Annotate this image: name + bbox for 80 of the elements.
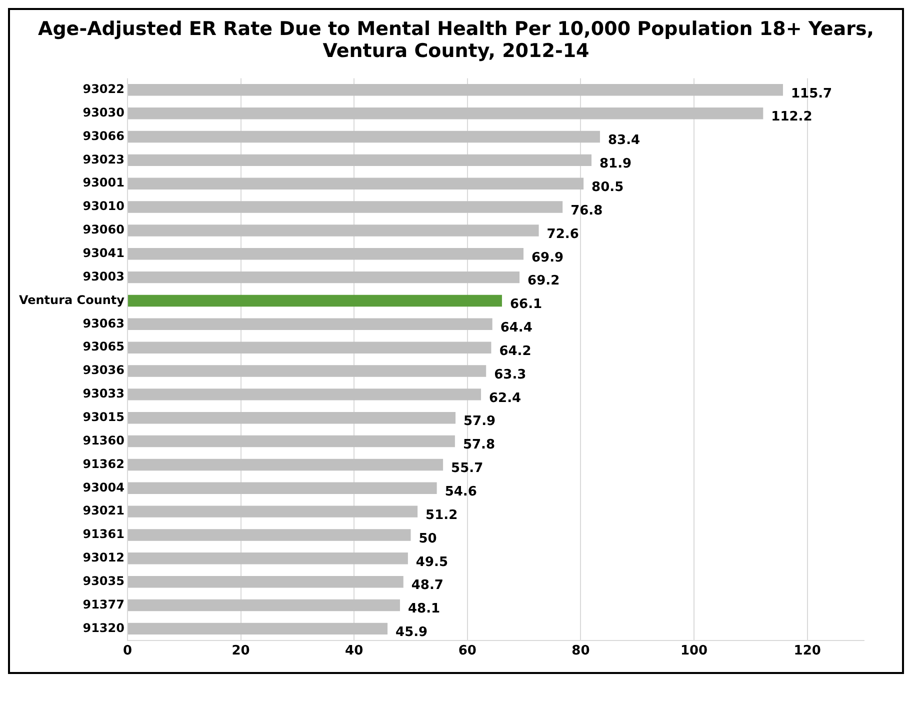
bar (128, 318, 492, 330)
y-tick-label: 93030 (82, 105, 124, 120)
y-tick-label: 93063 (82, 316, 124, 330)
data-label: 66.1 (510, 297, 542, 312)
y-tick-label: 93041 (82, 246, 124, 260)
data-label: 64.2 (499, 344, 532, 359)
y-tick-label: 93012 (82, 550, 124, 565)
y-tick-label: 93015 (82, 410, 124, 424)
data-label: 51.2 (426, 508, 458, 523)
y-tick-label: 91360 (82, 433, 124, 448)
bar (128, 154, 592, 166)
bar (128, 342, 492, 354)
bar (128, 458, 444, 471)
data-label: 48.1 (408, 602, 440, 617)
y-tick-label: 93004 (82, 480, 124, 494)
x-tick-label: 80 (572, 644, 590, 659)
bar (128, 365, 486, 377)
bar (128, 84, 783, 96)
y-tick-label: 93001 (82, 176, 124, 190)
x-tick-label: 40 (345, 644, 364, 659)
bar (128, 482, 437, 494)
data-label: 69.2 (528, 274, 560, 289)
data-label: 64.4 (500, 320, 532, 336)
x-tick-label: 60 (458, 644, 476, 659)
y-tick-label: 93060 (82, 222, 124, 237)
x-tick-label: 20 (232, 644, 250, 659)
data-label: 72.6 (546, 226, 579, 242)
y-tick-label: 93003 (82, 269, 124, 284)
y-tick-label: 93035 (82, 574, 124, 588)
y-tick-label: 91320 (82, 620, 124, 635)
y-tick-label: Ventura County (18, 292, 125, 307)
bar (128, 506, 418, 518)
bar (128, 576, 404, 588)
y-tick-label: 91361 (82, 527, 124, 542)
y-tick-label: 91362 (82, 456, 124, 471)
y-tick-label: 93036 (82, 363, 124, 378)
bar (128, 388, 482, 400)
data-label: 48.7 (411, 578, 444, 594)
data-label: 45.9 (396, 625, 428, 640)
data-label: 76.8 (570, 203, 603, 218)
x-tick-label: 0 (122, 644, 132, 659)
bar (128, 224, 539, 236)
bar (128, 435, 455, 448)
bar (128, 294, 502, 307)
data-label: 57.8 (462, 438, 496, 453)
chart-title: Age-Adjusted ER Rate Due to Mental Health Per 10,000 Population 18+ Years, Ventura County, 2012-14 (37, 18, 875, 62)
bar (128, 130, 600, 143)
y-tick-label: 91377 (82, 597, 124, 612)
bar (128, 201, 563, 213)
bar (128, 622, 388, 635)
bar (128, 107, 764, 120)
y-tick-label: 93023 (82, 152, 124, 166)
data-label: 54.6 (444, 484, 477, 500)
data-label: 49.5 (416, 554, 448, 570)
bar (128, 271, 520, 284)
bar (128, 599, 400, 612)
data-label: 115.7 (790, 86, 832, 102)
y-tick-label: 93033 (82, 386, 124, 401)
y-tick-label: 93021 (82, 504, 124, 518)
data-label: 81.9 (599, 156, 632, 172)
y-tick-label: 93022 (82, 82, 124, 96)
data-label: 112.2 (771, 110, 812, 125)
y-tick-label: 93010 (82, 199, 124, 214)
x-tick-label: 120 (794, 644, 821, 659)
bar (128, 178, 584, 190)
bar (128, 412, 456, 424)
bar (128, 248, 524, 260)
data-label: 62.4 (489, 390, 522, 406)
bar (128, 529, 411, 541)
data-label: 50 (418, 531, 437, 546)
y-tick-label: 93065 (82, 340, 124, 354)
data-label: 57.9 (464, 414, 496, 430)
data-label: 55.7 (451, 461, 484, 476)
y-tick-label: 93066 (82, 128, 124, 143)
data-label: 83.4 (608, 133, 640, 148)
data-label: 80.5 (592, 180, 624, 195)
bar (128, 552, 408, 564)
data-label: 69.9 (532, 250, 564, 266)
data-label: 63.3 (494, 367, 526, 382)
x-tick-label: 100 (680, 644, 708, 659)
